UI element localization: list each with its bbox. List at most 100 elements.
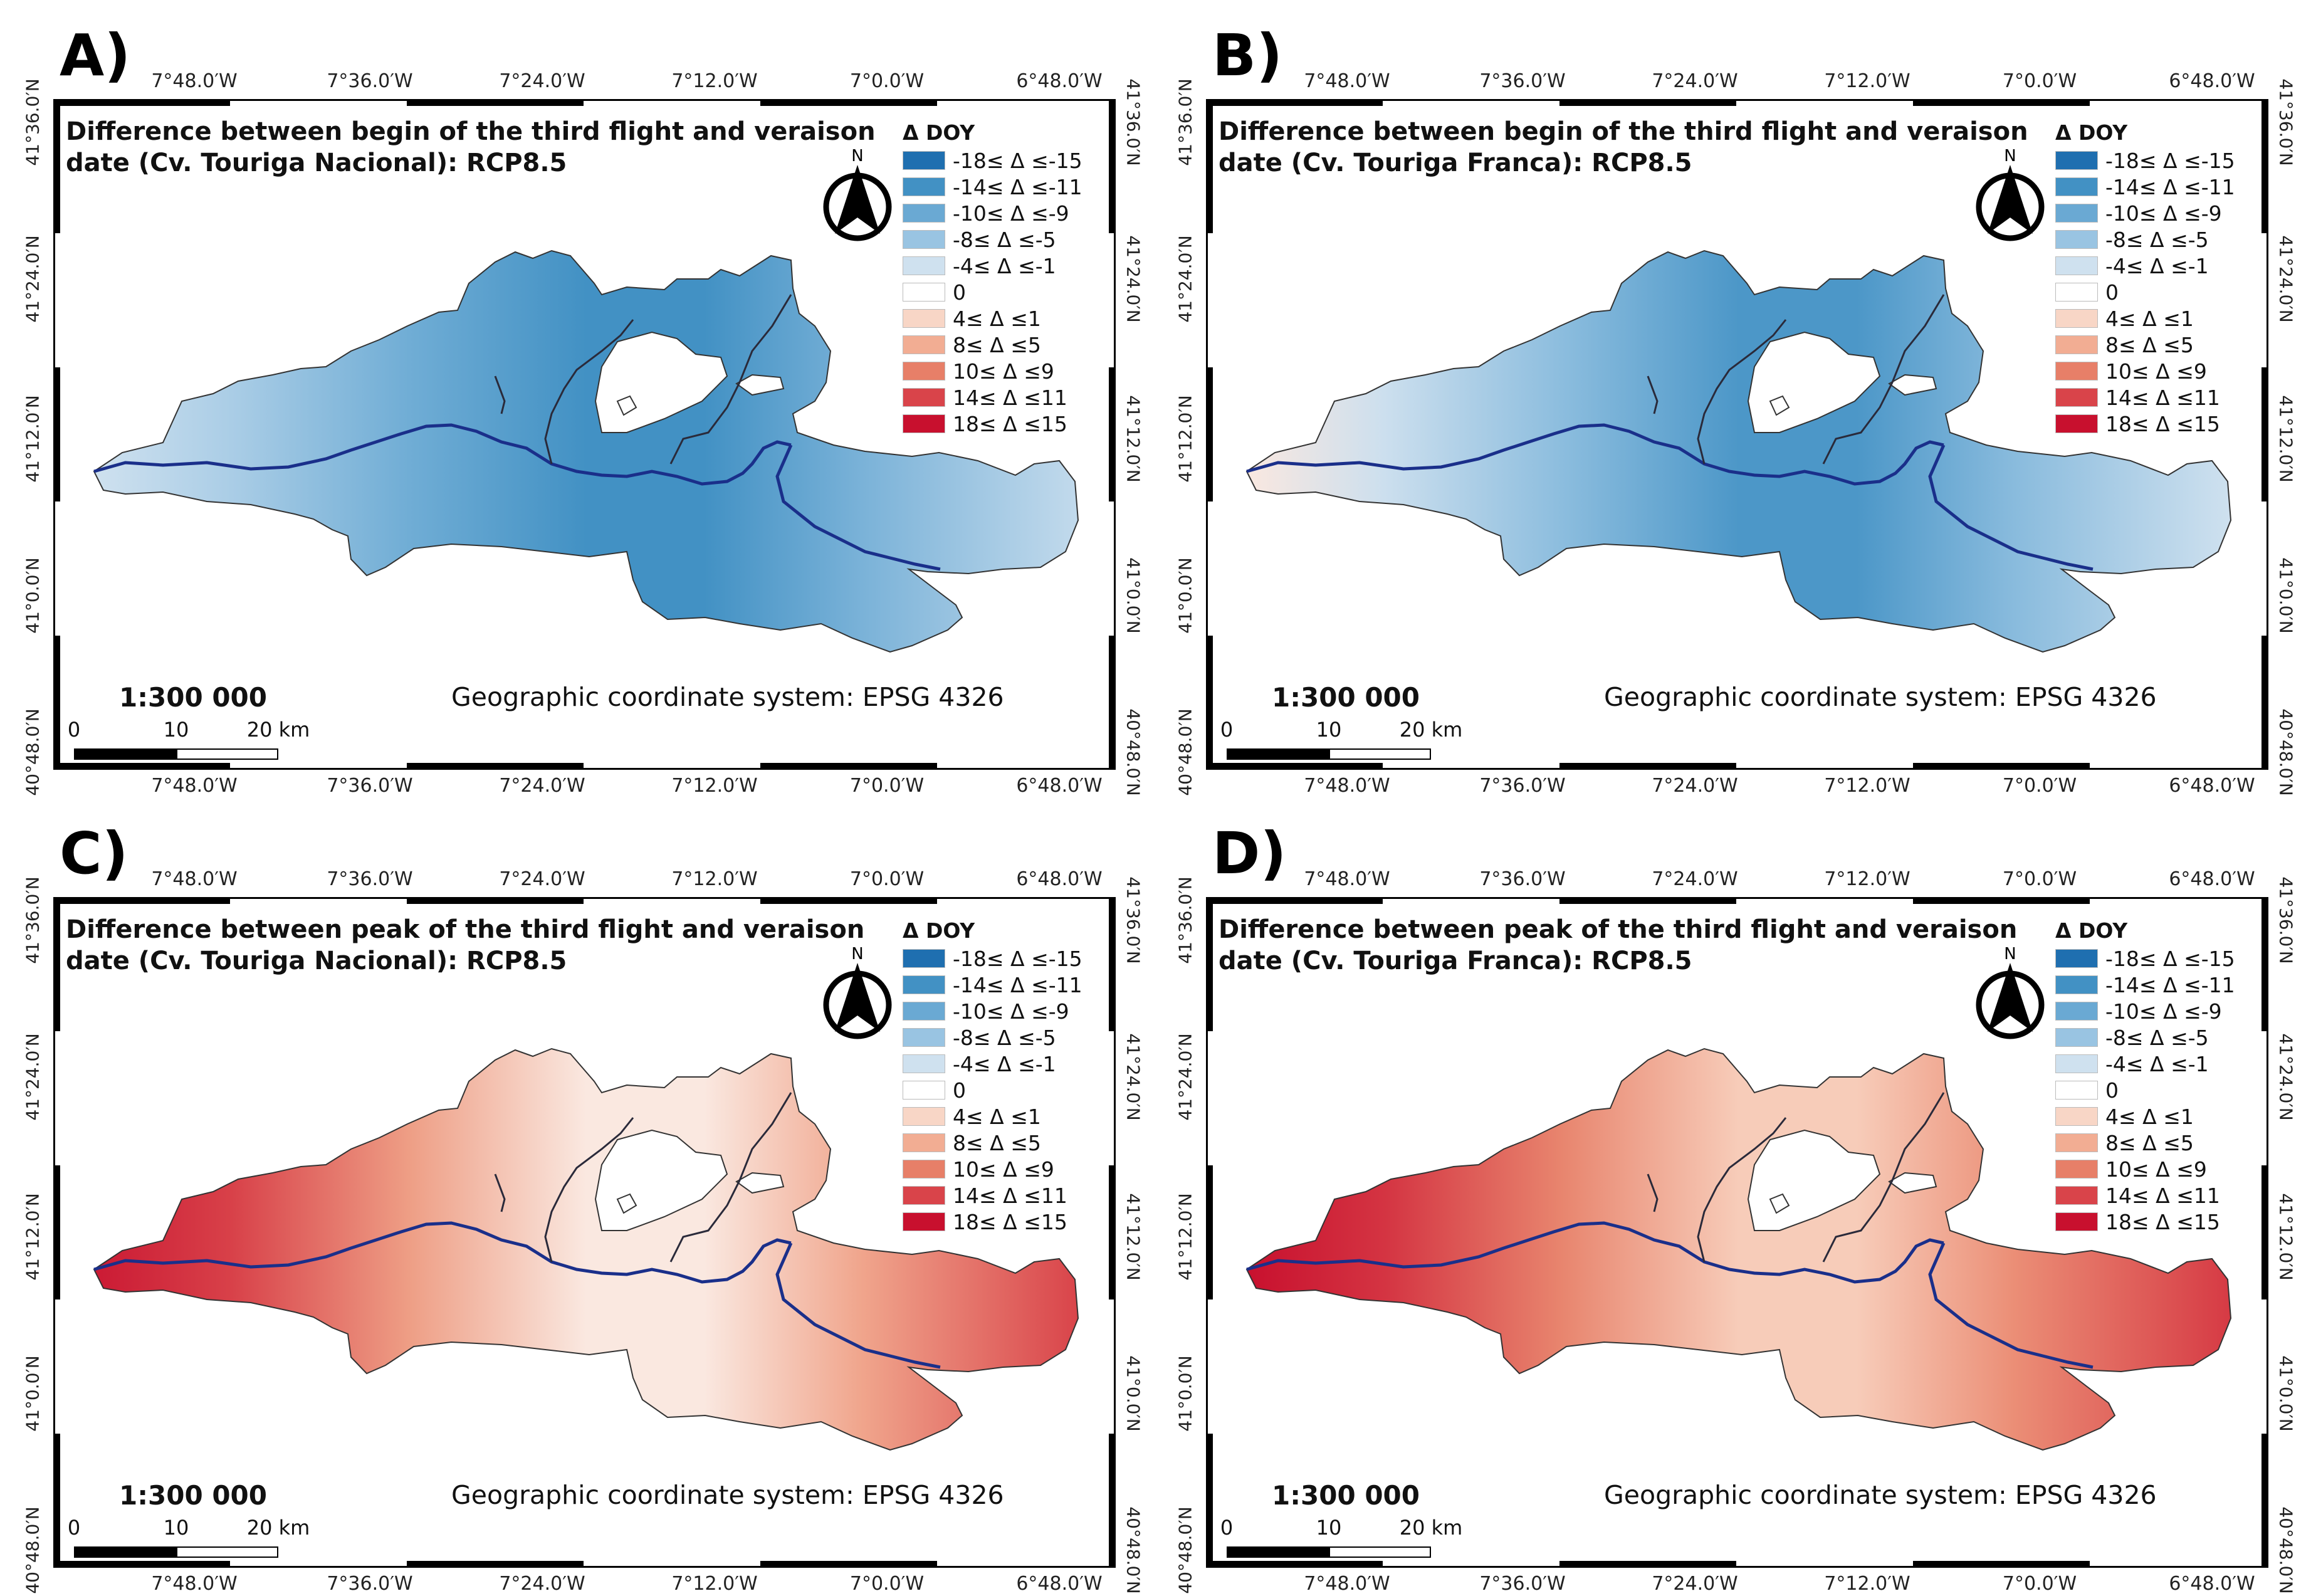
legend-item: -18≤ Δ ≤-15 [903,945,1082,972]
latitude-tick-label: 40°48.0′N [1123,1506,1144,1594]
latitude-tick-label: 41°0.0′N [2275,1355,2297,1432]
latitude-tick-label: 41°36.0′N [1123,78,1144,166]
legend-item: 8≤ Δ ≤5 [903,1130,1082,1156]
region-outline [1245,1047,2232,1451]
legend-item: -14≤ Δ ≤-11 [2055,174,2235,200]
longitude-tick-label: 6°48.0′W [1016,775,1103,797]
legend-item: 10≤ Δ ≤9 [903,358,1082,384]
longitude-tick-label: 7°48.0′W [1304,775,1390,797]
latitude-tick-label: 41°0.0′N [1175,1355,1196,1432]
legend-label: -10≤ Δ ≤-9 [953,999,1069,1024]
legend-swatch [903,949,945,968]
river-line [1822,1092,1945,1263]
legend-swatch [2055,204,2098,223]
frame-bar-bottom [53,763,1116,770]
legend: Δ DOY -18≤ Δ ≤-15 -14≤ Δ ≤-11 -10≤ Δ ≤-9 -8… [2055,120,2235,437]
latitude-tick-label: 41°24.0′N [22,235,43,323]
river-line [1928,444,2094,571]
legend-label: -18≤ Δ ≤-15 [2105,946,2235,971]
longitude-tick-label: 7°36.0′W [327,775,413,797]
panel-letter: D) [1212,820,1287,887]
legend-label: 8≤ Δ ≤5 [2105,332,2194,357]
legend-swatch [903,1002,945,1021]
legend-item: 14≤ Δ ≤11 [903,1182,1082,1209]
latitude-tick-label: 41°0.0′N [1123,1355,1144,1432]
river-line [494,375,506,414]
scale-ratio: 1:300 000 [119,682,267,713]
latitude-tick-label: 40°48.0′N [22,1506,43,1594]
legend-item: 0 [903,279,1082,305]
frame-bar-right [2261,897,2268,1568]
longitude-tick-label: 7°24.0′W [499,868,585,890]
scalebar [74,1546,278,1558]
legend-label: -8≤ Δ ≤-5 [2105,1025,2209,1050]
longitude-tick-label: 7°0.0′W [2002,1573,2077,1595]
legend-swatch [903,414,945,433]
legend-item: -4≤ Δ ≤-1 [903,1051,1082,1077]
map-title: Difference between begin of the third fl… [66,116,876,179]
river-line [1647,1173,1659,1212]
legend-label: 4≤ Δ ≤1 [2105,1104,2194,1129]
longitude-tick-label: 7°12.0′W [671,70,758,92]
scalebar-label: 10 [1316,1516,1342,1540]
latitude-tick-label: 41°0.0′N [22,557,43,634]
legend-label: -18≤ Δ ≤-15 [953,148,1082,173]
frame-bar-bottom [1206,1561,2268,1568]
longitude-tick-label: 6°48.0′W [2169,868,2255,890]
latitude-tick-label: 41°36.0′N [22,876,43,964]
river-line [1928,1242,2094,1369]
panel-letter: A) [60,22,131,89]
crs-label: Geographic coordinate system: EPSG 4326 [1604,682,2157,712]
region-hole [1769,1193,1790,1214]
legend-item: -14≤ Δ ≤-11 [903,972,1082,998]
region-hole [1769,395,1790,416]
latitude-tick-label: 41°12.0′N [2275,1193,2297,1281]
scalebar-label: 10 [163,1516,189,1540]
longitude-tick-label: 7°12.0′W [671,775,758,797]
map-title: Difference between begin of the third fl… [1219,116,2028,179]
longitude-tick-label: 7°48.0′W [151,868,238,890]
legend-swatch [903,230,945,249]
region-map [88,248,1084,661]
frame-bar-top [1206,99,2268,106]
legend-label: 10≤ Δ ≤9 [953,359,1054,384]
legend-item: -10≤ Δ ≤-9 [903,200,1082,226]
legend-item: 8≤ Δ ≤5 [903,332,1082,358]
legend-label: 8≤ Δ ≤5 [953,332,1041,357]
north-label: N [851,147,863,165]
longitude-tick-label: 7°48.0′W [1304,868,1390,890]
scalebar-label: 0 [1220,1516,1234,1540]
legend-item: 18≤ Δ ≤15 [903,411,1082,437]
region-hole [616,395,637,416]
river-line [775,1242,941,1369]
legend-label: -8≤ Δ ≤-5 [953,227,1056,252]
scalebar [74,748,278,760]
region-outline [1245,249,2232,653]
frame-bar-right [1109,897,1116,1568]
legend-item: 0 [2055,1077,2235,1103]
latitude-tick-label: 41°12.0′N [1123,1193,1144,1281]
legend-label: 10≤ Δ ≤9 [2105,359,2207,384]
longitude-tick-label: 7°0.0′W [2002,70,2077,92]
north-label: N [851,945,863,963]
map-title: Difference between peak of the third fli… [66,914,864,977]
latitude-tick-label: 41°24.0′N [1123,235,1144,323]
legend-item: 4≤ Δ ≤1 [2055,305,2235,332]
panel-letter: B) [1212,22,1283,89]
panel-letter: C) [60,820,128,887]
longitude-tick-label: 6°48.0′W [1016,1573,1103,1595]
legend: Δ DOY -18≤ Δ ≤-15 -14≤ Δ ≤-11 -10≤ Δ ≤-9 -8… [903,918,1082,1235]
scalebar-label: 10 [1316,718,1342,742]
scalebar-label: 20 km [1399,1516,1463,1540]
longitude-tick-label: 7°0.0′W [849,775,925,797]
latitude-tick-label: 40°48.0′N [1175,1506,1196,1594]
legend-item: -18≤ Δ ≤-15 [903,147,1082,174]
legend-label: 18≤ Δ ≤15 [2105,1209,2220,1234]
latitude-tick-label: 40°48.0′N [1175,708,1196,796]
river-line [544,1117,634,1263]
map-panel: A) Difference between begin of the third… [0,0,1153,798]
legend-label: 18≤ Δ ≤15 [953,411,1067,436]
legend-swatch [2055,949,2098,968]
legend-item: 14≤ Δ ≤11 [903,384,1082,411]
latitude-tick-label: 41°36.0′N [1175,78,1196,166]
